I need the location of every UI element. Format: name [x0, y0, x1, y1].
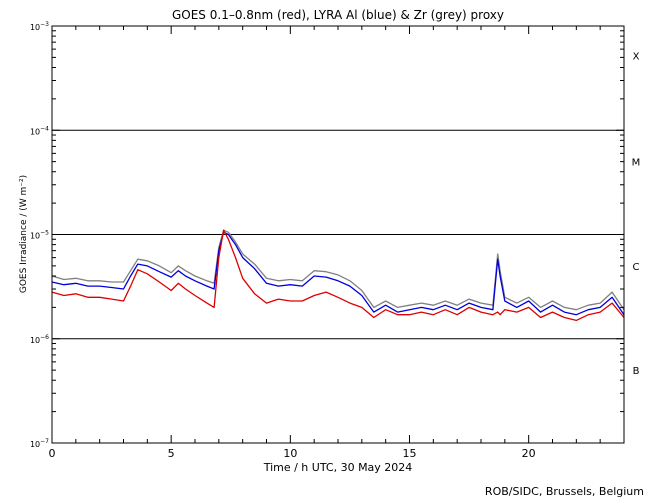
y-axis-label: GOES Irradiance / (W m⁻²)	[19, 175, 29, 293]
x-tick-label: 5	[168, 447, 175, 460]
x-tick-label: 15	[403, 447, 417, 460]
y-tick-label: 10−7	[30, 438, 49, 449]
y-axis: 10−7 10−6 10−5 10−4 10−3	[30, 21, 624, 449]
x-tick-label: 10	[283, 447, 297, 460]
y-tick-label: 10−5	[30, 230, 49, 241]
credit-text: ROB/SIDC, Brussels, Belgium	[485, 485, 644, 498]
flare-class-label: B	[633, 366, 640, 377]
flare-class-label: M	[632, 158, 641, 169]
x-axis-label: Time / h UTC, 30 May 2024	[263, 461, 413, 474]
flare-class-label: X	[633, 52, 640, 63]
chart-title: GOES 0.1–0.8nm (red), LYRA Al (blue) & Z…	[172, 8, 504, 22]
flare-class-label: C	[633, 262, 640, 273]
x-tick-label: 0	[49, 447, 56, 460]
series-line-1	[51, 231, 625, 316]
flare-class-labels: X M C B	[632, 52, 641, 378]
y-tick-label: 10−3	[30, 21, 49, 32]
series-line-2	[51, 229, 625, 322]
x-tick-label: 20	[522, 447, 536, 460]
series-line-0	[51, 229, 625, 311]
y-tick-label: 10−6	[30, 334, 49, 345]
x-axis: 0 5 10 15 20	[49, 26, 625, 460]
y-tick-label: 10−4	[30, 125, 49, 136]
reference-lines	[52, 129, 624, 340]
series-layer	[51, 229, 625, 322]
